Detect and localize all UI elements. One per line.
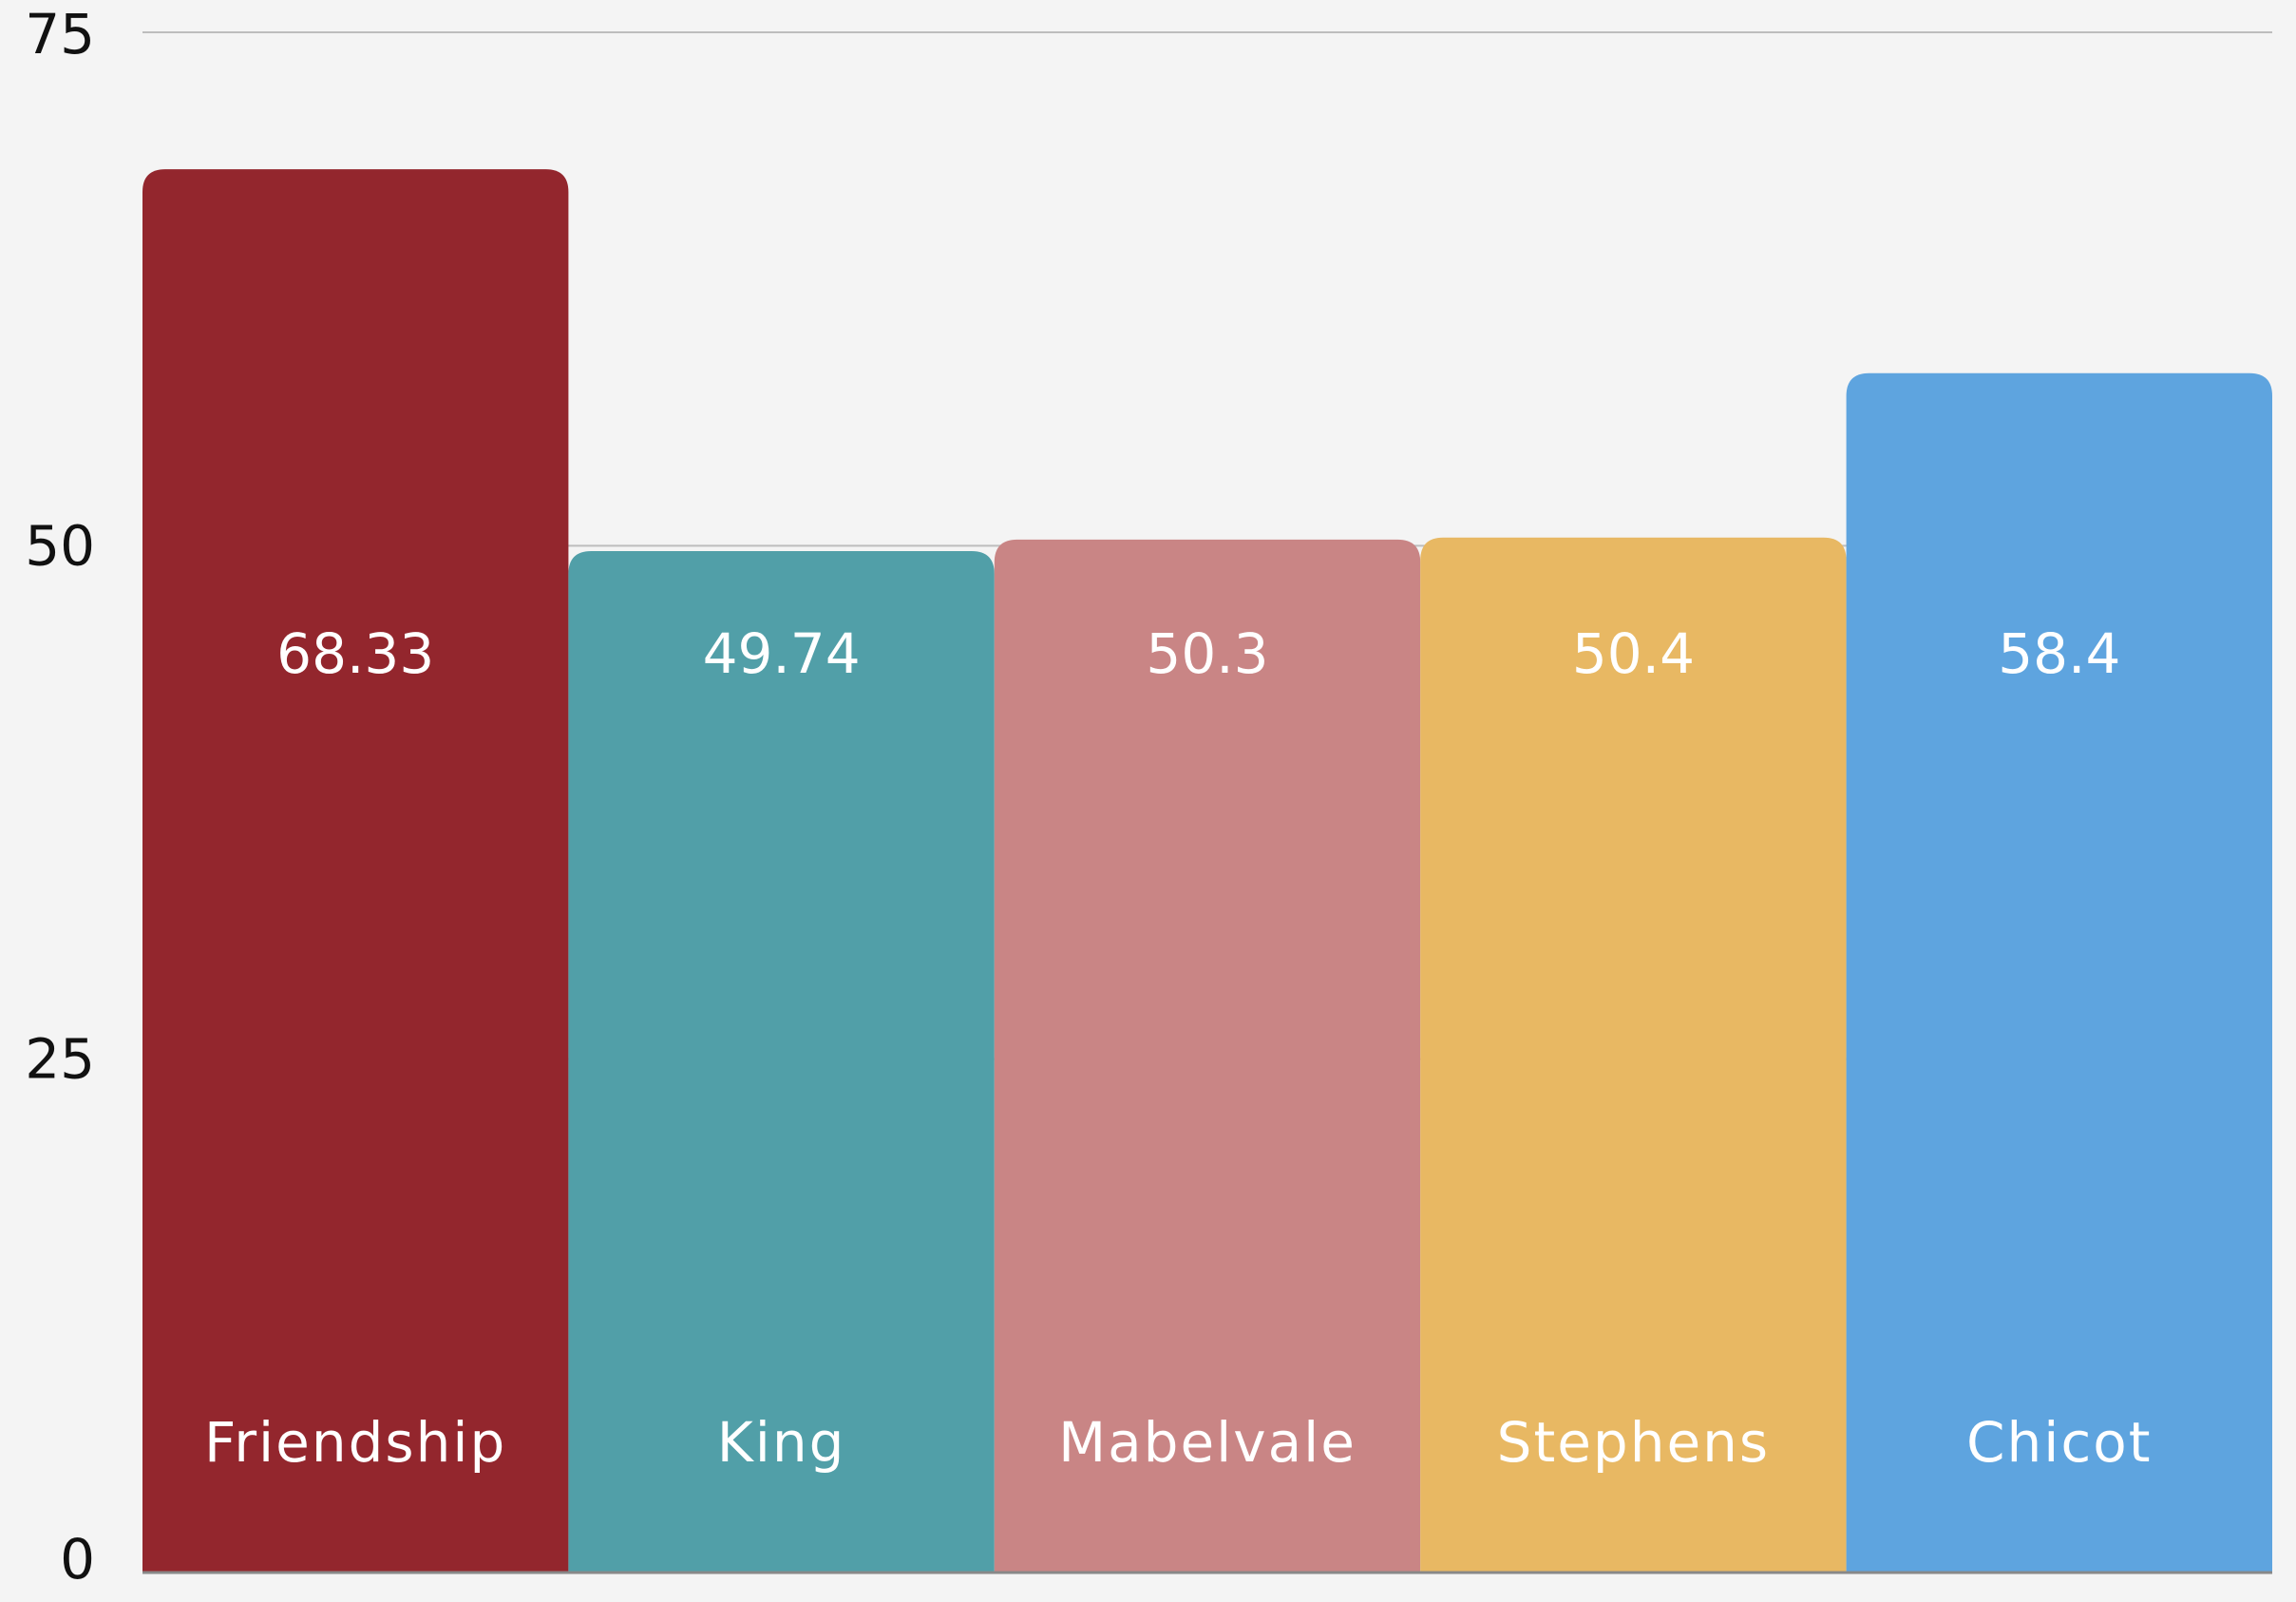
bar-value-label: 68.33 bbox=[276, 621, 434, 686]
category-label: King bbox=[717, 1410, 846, 1475]
bar-king bbox=[568, 550, 995, 1573]
bar-value-label: 50.4 bbox=[1572, 621, 1695, 686]
bar-labels: 68.33 Friendship 49.74 King 50.3 Mabelvale 50.… bbox=[204, 621, 2153, 1475]
y-tick-label: 0 bbox=[60, 1527, 95, 1592]
bar-friendship bbox=[142, 169, 569, 1573]
category-label: Mabelvale bbox=[1058, 1410, 1357, 1475]
bar-value-label: 58.4 bbox=[1998, 621, 2120, 686]
y-tick-label: 25 bbox=[25, 1027, 95, 1092]
bar-value-label: 49.74 bbox=[703, 621, 861, 686]
category-label: Stephens bbox=[1497, 1410, 1770, 1475]
category-label: Friendship bbox=[204, 1410, 506, 1475]
bar-chicot bbox=[1846, 372, 2272, 1573]
bars bbox=[142, 169, 2272, 1573]
bar-stephens bbox=[1420, 537, 1847, 1573]
category-label: Chicot bbox=[1966, 1410, 2153, 1475]
y-tick-label: 50 bbox=[25, 513, 95, 578]
y-axis-ticks: 0 25 50 75 bbox=[25, 2, 95, 1592]
y-tick-label: 75 bbox=[25, 2, 95, 67]
bar-value-label: 50.3 bbox=[1146, 621, 1268, 686]
bar-mabelvale bbox=[994, 539, 1421, 1573]
